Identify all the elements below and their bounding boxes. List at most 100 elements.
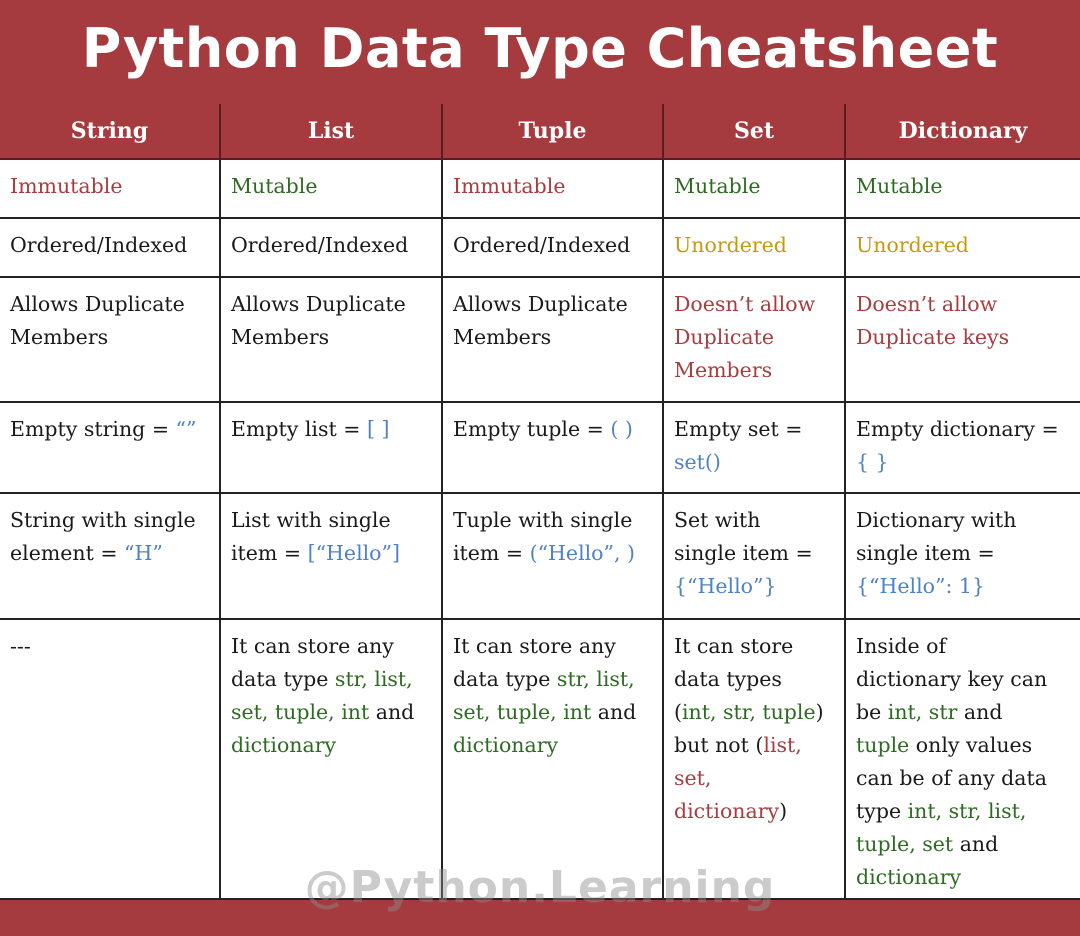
type-list: str, list, (556, 667, 635, 691)
duplicates-tuple: Allows Duplicate Members (443, 278, 664, 403)
storage-dictionary: Inside of dictionary key can be int, str… (846, 620, 1080, 900)
duplicates-line: Allows Duplicate (10, 292, 185, 316)
ordering-dictionary: Unordered (846, 219, 1080, 278)
storage-line: be (856, 700, 888, 724)
duplicates-line: Doesn’t allow (674, 292, 816, 316)
duplicates-line: Members (10, 325, 109, 349)
column-header-dictionary: Dictionary (846, 104, 1080, 160)
title-banner: Python Data Type Cheatsheet (0, 0, 1080, 104)
type-list: dictionary (453, 733, 559, 757)
single-line: item = (453, 541, 530, 565)
mutability-set: Mutable (664, 160, 846, 219)
type-list: tuple, set (856, 832, 954, 856)
single-line: element = (10, 541, 125, 565)
single-dictionary: Dictionary with single item = {“Hello”: … (846, 494, 1080, 620)
mutability-dictionary: Mutable (846, 160, 1080, 219)
empty-dictionary: Empty dictionary = { } (846, 403, 1080, 494)
single-set: Set with single item = {“Hello”} (664, 494, 846, 620)
storage-line: but not ( (674, 733, 764, 757)
single-code: {“Hello”} (674, 574, 777, 598)
empty-code: [ ] (366, 417, 390, 441)
storage-line: It can store any (453, 634, 616, 658)
single-code: “H” (124, 541, 163, 565)
cheatsheet-table: String List Tuple Set Dictionary Immutab… (0, 104, 1080, 900)
excluded-type-list: set, (674, 766, 712, 790)
storage-line: only values (909, 733, 1033, 757)
storage-line: can be of any data (856, 766, 1047, 790)
type-list: set, tuple, int (453, 700, 592, 724)
ordering-set: Unordered (664, 219, 846, 278)
storage-string: --- (0, 620, 221, 900)
storage-list: It can store any data type str, list, se… (221, 620, 443, 900)
duplicates-line: Members (453, 325, 552, 349)
column-header-set: Set (664, 104, 846, 160)
type-list: dictionary (231, 733, 337, 757)
type-list: tuple (856, 733, 910, 757)
single-list: List with single item = [“Hello”] (221, 494, 443, 620)
storage-line: ) (779, 799, 788, 823)
duplicates-set: Doesn’t allow Duplicate Members (664, 278, 846, 403)
ordering-string: Ordered/Indexed (0, 219, 221, 278)
single-line: single item = (674, 541, 813, 565)
empty-code: set() (674, 450, 721, 474)
empty-tuple: Empty tuple = ( ) (443, 403, 664, 494)
column-header-string: String (0, 104, 221, 160)
empty-set: Empty set = set() (664, 403, 846, 494)
single-line: Dictionary with (856, 508, 1017, 532)
empty-label: Empty list = (231, 417, 367, 441)
duplicates-string: Allows Duplicate Members (0, 278, 221, 403)
duplicates-line: Doesn’t allow (856, 292, 998, 316)
storage-line: and (953, 832, 999, 856)
type-list: int, str (887, 700, 958, 724)
mutability-tuple: Immutable (443, 160, 664, 219)
ordering-tuple: Ordered/Indexed (443, 219, 664, 278)
type-list: set, tuple, int (231, 700, 370, 724)
single-code: {“Hello”: 1} (856, 574, 985, 598)
storage-line: It can store (674, 634, 794, 658)
column-header-tuple: Tuple (443, 104, 664, 160)
storage-line: and (957, 700, 1003, 724)
type-list: int, str, list, (907, 799, 1027, 823)
duplicates-line: Members (674, 358, 773, 382)
empty-code: “” (175, 417, 197, 441)
single-code: (“Hello”, ) (529, 541, 636, 565)
excluded-type-list: list, (763, 733, 802, 757)
empty-label: Empty string = (10, 417, 176, 441)
storage-line: It can store any (231, 634, 394, 658)
empty-list: Empty list = [ ] (221, 403, 443, 494)
type-list: dictionary (856, 865, 962, 889)
storage-line: dictionary key can (856, 667, 1048, 691)
storage-line: ( (674, 700, 682, 724)
storage-line: and (591, 700, 637, 724)
column-header-list: List (221, 104, 443, 160)
storage-line: data type (453, 667, 557, 691)
footer-bar (0, 900, 1080, 936)
empty-string: Empty string = “” (0, 403, 221, 494)
empty-label: Empty tuple = (453, 417, 611, 441)
storage-line: ) (815, 700, 824, 724)
storage-line: and (369, 700, 415, 724)
storage-tuple: It can store any data type str, list, se… (443, 620, 664, 900)
ordering-list: Ordered/Indexed (221, 219, 443, 278)
single-code: [“Hello”] (307, 541, 400, 565)
empty-code: ( ) (610, 417, 633, 441)
duplicates-list: Allows Duplicate Members (221, 278, 443, 403)
empty-label: Empty dictionary = (856, 417, 1059, 441)
duplicates-line: Duplicate (674, 325, 774, 349)
single-line: List with single (231, 508, 391, 532)
duplicates-line: Allows Duplicate (453, 292, 628, 316)
single-line: String with single (10, 508, 196, 532)
mutability-string: Immutable (0, 160, 221, 219)
single-line: single item = (856, 541, 995, 565)
storage-line: type (856, 799, 908, 823)
duplicates-line: Members (231, 325, 330, 349)
single-line: Tuple with single (453, 508, 633, 532)
duplicates-line: Duplicate keys (856, 325, 1010, 349)
type-list: str, list, (334, 667, 413, 691)
single-line: Set with (674, 508, 761, 532)
type-list: int, str, tuple (682, 700, 816, 724)
duplicates-line: Allows Duplicate (231, 292, 406, 316)
duplicates-dictionary: Doesn’t allow Duplicate keys (846, 278, 1080, 403)
excluded-type-list: dictionary (674, 799, 780, 823)
single-line: item = (231, 541, 308, 565)
